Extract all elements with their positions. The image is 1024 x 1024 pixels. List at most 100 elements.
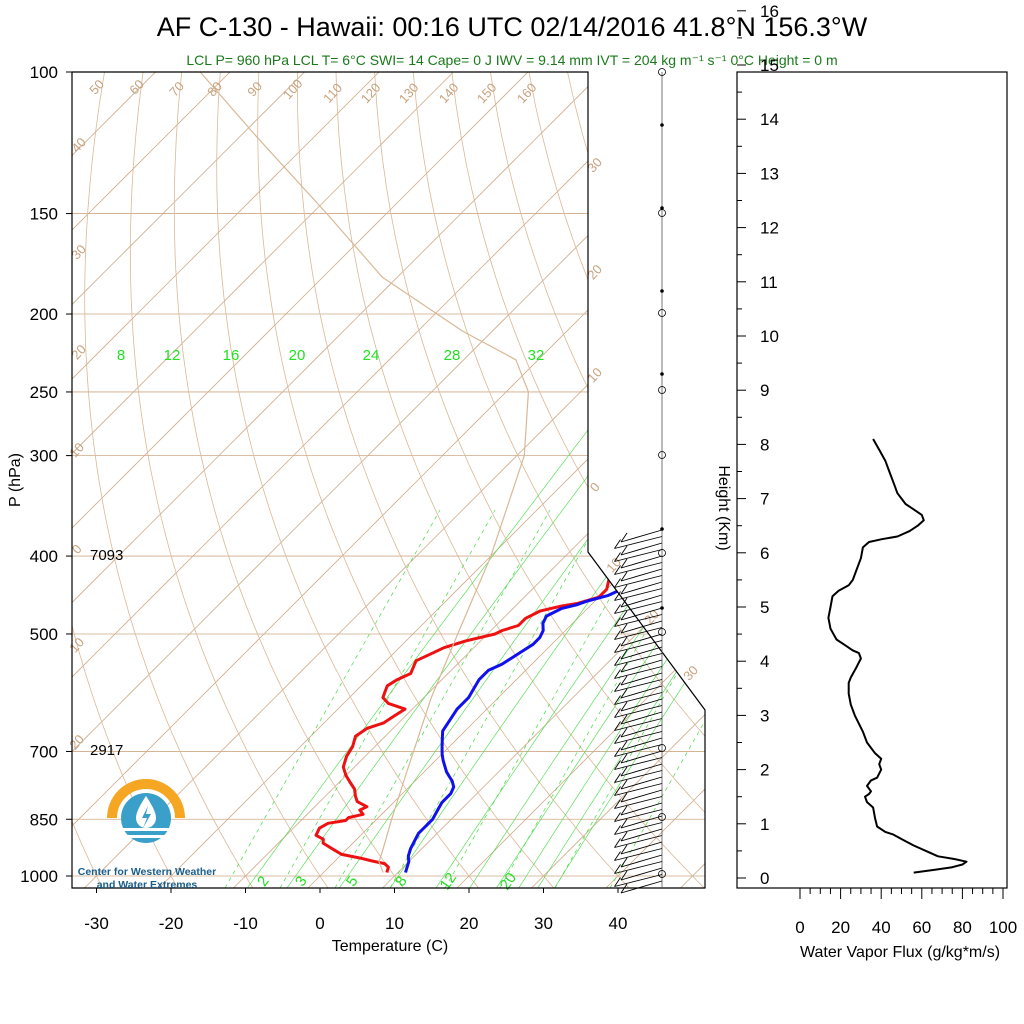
dry-adiabat-label: 20 xyxy=(584,262,605,283)
wind-barb xyxy=(614,562,663,575)
logo-wave xyxy=(124,835,168,838)
wind-circle xyxy=(658,451,666,459)
mixing-ratio-line xyxy=(515,362,705,888)
flux-y-tick-label: 10 xyxy=(760,327,779,346)
flux-x-tick-label: 60 xyxy=(912,918,931,937)
flux-y-tick-label: 15 xyxy=(760,56,779,75)
wind-barb xyxy=(620,737,663,751)
wind-barb xyxy=(620,750,663,764)
y-tick-label: 850 xyxy=(30,810,58,829)
sounding-lines xyxy=(199,72,648,873)
wind-barb-flag xyxy=(614,695,621,705)
wind-barb xyxy=(620,854,663,868)
wind-barb-flag xyxy=(614,643,621,653)
dry-adiabat-label: 10 xyxy=(603,555,624,576)
mixing-ratio-line xyxy=(551,362,705,888)
dry-adiabat-label: 100 xyxy=(280,76,306,102)
wind-barb-flag xyxy=(620,649,628,660)
wind-barb-flag xyxy=(620,779,628,790)
flux-y-tick-label: 14 xyxy=(760,110,779,129)
wind-barb xyxy=(614,536,663,549)
flux-y-tick-label: 12 xyxy=(760,219,779,238)
moist-adiabat-line xyxy=(224,509,441,888)
dry-adiabat-label: 30 xyxy=(584,155,605,176)
isotherm-line xyxy=(72,72,603,888)
wind-barb-flag xyxy=(614,552,621,562)
isotherm-line xyxy=(72,72,705,888)
dry-adiabat-line xyxy=(72,72,181,888)
wind-barb xyxy=(620,815,663,829)
wind-barb xyxy=(614,666,663,679)
wind-barb-flag xyxy=(620,584,628,595)
flux-y-tick-label: 11 xyxy=(760,273,778,292)
logo-wave xyxy=(121,828,171,831)
mixing-ratio-label: 8 xyxy=(117,347,125,364)
dry-adiabat-label: 40 xyxy=(68,135,89,156)
flux-y-tick-label: 3 xyxy=(760,706,769,725)
wind-barb-flag xyxy=(620,818,628,829)
wind-barb-flag xyxy=(614,539,621,549)
x-tick-label: -30 xyxy=(84,914,109,933)
y-tick-label: 200 xyxy=(30,305,58,324)
wind-barb xyxy=(620,633,663,647)
moist-adiabat-line xyxy=(334,509,551,888)
x-tick-label: 0 xyxy=(315,914,324,933)
dry-adiabat-label: 0 xyxy=(69,541,85,556)
flux-y-tick-label: 13 xyxy=(760,164,779,183)
dry-adiabat-label: 50 xyxy=(86,77,107,98)
dry-adiabat-label: 130 xyxy=(396,80,422,106)
flux-x-axis-label: Water Vapor Flux (g/kg*m/s) xyxy=(800,944,1000,961)
wind-barb xyxy=(614,718,663,731)
mixing-ratio-label: 16 xyxy=(223,347,240,364)
wind-barb-flag xyxy=(620,558,628,569)
wind-circle xyxy=(658,386,666,394)
x-tick-label: -10 xyxy=(233,914,258,933)
water-vapor-flux-line xyxy=(827,438,968,874)
dry-adiabat-line xyxy=(876,72,1024,893)
wind-barb-flag xyxy=(620,844,628,855)
dry-adiabat-line xyxy=(84,72,257,888)
chart-title: AF C-130 - Hawaii: 00:16 UTC 02/14/2016 … xyxy=(157,12,868,42)
wind-barb xyxy=(620,802,663,816)
wind-circle xyxy=(658,870,666,878)
wind-barb-flag xyxy=(620,545,628,556)
wind-barb xyxy=(614,588,663,601)
wind-barb xyxy=(620,880,663,894)
wind-barb xyxy=(620,555,663,569)
wind-barb-flag xyxy=(614,760,621,770)
height-annotation: 2917 xyxy=(90,742,123,759)
x-axis-label: Temperature (C) xyxy=(332,938,448,955)
wind-barb xyxy=(614,601,663,614)
flux-x-tick-label: 20 xyxy=(831,918,850,937)
mixing-ratio-line xyxy=(243,362,640,888)
mixing-ratio-line xyxy=(432,362,705,888)
moist-adiabat-line xyxy=(279,509,496,888)
wind-barb-flag xyxy=(620,727,628,738)
flux-y-tick-label: 8 xyxy=(760,435,769,454)
wind-barb xyxy=(614,770,663,783)
wind-barb-flag xyxy=(620,883,628,894)
dry-adiabat-line xyxy=(838,72,1024,893)
y-axis-label: P (hPa) xyxy=(7,453,24,507)
y-tick-label: 300 xyxy=(30,447,58,466)
flux-y-tick-label: 0 xyxy=(760,869,769,888)
wind-barb-flag xyxy=(614,851,621,861)
calm-wind-dot xyxy=(660,206,664,210)
background-lines xyxy=(72,72,1024,893)
mixing-ratio-label: 12 xyxy=(437,870,460,893)
dry-adiabat-line xyxy=(528,72,705,888)
isotherm-line xyxy=(72,72,305,888)
wind-barb-flag xyxy=(614,565,621,575)
chart-subtitle: LCL P= 960 hPa LCL T= 6°C SWI= 14 Cape= … xyxy=(186,52,837,68)
wind-circle xyxy=(658,628,666,636)
dry-adiabat-label: 10 xyxy=(584,365,605,386)
wind-barb-flag xyxy=(614,630,621,640)
mixing-ratio-line xyxy=(492,362,705,888)
dry-adiabat-line xyxy=(799,72,1024,893)
y-tick-label: 250 xyxy=(30,383,58,402)
isotherm-line xyxy=(526,72,705,888)
temperature-line xyxy=(314,514,617,873)
dry-adiabat-line xyxy=(129,72,332,888)
mixing-ratio-label: 28 xyxy=(444,347,461,364)
skewt-plot-frame xyxy=(71,71,706,889)
